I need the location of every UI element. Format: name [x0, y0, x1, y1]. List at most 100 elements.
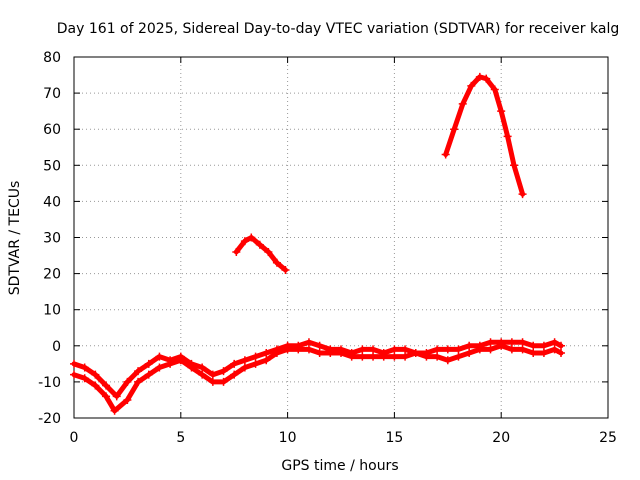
data-point-marker [123, 395, 132, 404]
y-tick-label: 0 [52, 339, 61, 355]
data-point-marker [486, 338, 495, 347]
data-point-marker [70, 359, 78, 368]
data-point-marker [219, 377, 228, 386]
data-point-marker [503, 132, 512, 141]
series-mid-arc [232, 233, 290, 274]
data-point-marker [208, 377, 217, 386]
data-series [70, 72, 566, 415]
data-point-marker [539, 349, 548, 358]
data-point-marker [240, 363, 249, 372]
data-point-marker [102, 392, 111, 401]
data-point-marker [539, 341, 548, 350]
data-point-marker [390, 345, 399, 354]
data-point-marker [232, 247, 241, 256]
y-tick-label: 40 [43, 194, 61, 210]
x-tick-label: 5 [176, 430, 185, 446]
data-point-marker [467, 81, 476, 90]
data-point-marker [369, 352, 378, 361]
data-point-marker [272, 349, 281, 358]
data-point-marker [315, 341, 324, 350]
data-point-marker [497, 107, 506, 116]
data-point-marker [208, 370, 217, 379]
data-point-marker [550, 338, 559, 347]
data-point-marker [358, 345, 367, 354]
data-point-marker [123, 377, 132, 386]
data-point-marker [230, 370, 239, 379]
data-point-marker [240, 356, 249, 365]
series-high-arc [441, 72, 527, 199]
data-point-marker [112, 392, 121, 401]
data-point-marker [518, 345, 527, 354]
chart-title: Day 161 of 2025, Sidereal Day-to-day VTE… [57, 21, 619, 37]
data-point-marker [557, 341, 566, 350]
data-point-marker [390, 352, 399, 361]
data-point-marker [80, 363, 89, 372]
data-point-marker [155, 363, 164, 372]
data-point-marker [433, 352, 442, 361]
data-point-marker [283, 345, 292, 354]
data-point-marker [443, 356, 452, 365]
data-point-marker [155, 352, 164, 361]
data-point-marker [497, 341, 506, 350]
data-point-marker [482, 74, 491, 83]
y-tick-label: 20 [43, 267, 61, 283]
data-point-marker [443, 345, 452, 354]
y-tick-label: 70 [43, 86, 61, 102]
data-point-marker [80, 374, 89, 383]
data-point-marker [240, 237, 249, 246]
data-point-marker [454, 352, 463, 361]
x-axis-label: GPS time / hours [281, 458, 398, 474]
data-point-marker [529, 341, 538, 350]
data-point-marker [441, 150, 450, 159]
data-point-marker [507, 345, 516, 354]
data-point-marker [507, 338, 516, 347]
data-point-marker [251, 352, 260, 361]
series-main-band-lower [70, 341, 566, 415]
data-point-marker [454, 345, 463, 354]
data-point-marker [518, 190, 527, 199]
data-point-marker [166, 359, 175, 368]
y-tick-label: 60 [43, 122, 61, 138]
data-point-marker [518, 338, 527, 347]
data-point-marker [465, 341, 474, 350]
y-tick-label: 80 [43, 50, 61, 66]
data-point-marker [379, 352, 388, 361]
data-point-marker [433, 345, 442, 354]
data-point-marker [176, 356, 185, 365]
data-point-marker [255, 240, 264, 249]
data-point-marker [91, 370, 100, 379]
data-point-marker [272, 258, 281, 267]
grid [74, 57, 608, 418]
x-tick-label: 25 [599, 430, 617, 446]
data-point-marker [251, 359, 260, 368]
data-point-marker [70, 370, 78, 379]
data-point-marker [475, 345, 484, 354]
data-point-marker [550, 345, 559, 354]
data-point-marker [422, 352, 431, 361]
data-point-marker [264, 247, 273, 256]
axis-ticks: -20 -10 0 10 20 30 40 50 60 70 80 0 5 10 15 20 25 [38, 50, 617, 446]
data-point-marker [401, 352, 410, 361]
y-axis-label: SDTVAR / TECUs [7, 181, 23, 296]
data-point-marker [475, 72, 484, 81]
data-point-marker [247, 233, 256, 242]
data-point-marker [369, 345, 378, 354]
y-tick-label: 50 [43, 158, 61, 174]
data-point-marker [134, 377, 143, 386]
data-point-marker [230, 359, 239, 368]
data-point-marker [281, 265, 290, 274]
x-tick-label: 15 [385, 430, 403, 446]
data-point-marker [458, 99, 467, 108]
data-point-marker [465, 349, 474, 358]
data-point-marker [262, 349, 271, 358]
data-point-marker [304, 345, 313, 354]
data-point-marker [411, 349, 420, 358]
data-point-marker [187, 363, 196, 372]
data-point-marker [91, 381, 100, 390]
data-point-marker [304, 338, 313, 347]
data-point-marker [262, 356, 271, 365]
data-point-marker [144, 370, 153, 379]
data-point-marker [337, 349, 345, 358]
